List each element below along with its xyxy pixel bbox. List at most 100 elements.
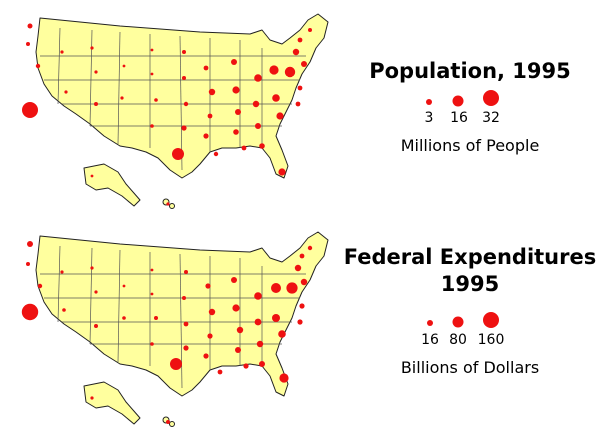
proportional-dot	[183, 345, 189, 351]
population-legend: Population, 1995 3 16 32 Millions of Peo…	[345, 58, 595, 155]
proportional-dot	[90, 396, 94, 400]
proportional-dot	[299, 253, 305, 259]
unit-label: Billions of Dollars	[400, 358, 540, 377]
proportional-dot	[120, 96, 124, 100]
scale-label-medium: 80	[449, 332, 467, 348]
proportional-dot	[272, 94, 280, 102]
proportional-dot	[150, 124, 154, 128]
proportional-dot	[64, 90, 68, 94]
proportional-dot	[150, 48, 154, 52]
proportional-dot	[286, 282, 298, 294]
proportional-dot	[90, 46, 94, 50]
proportional-dot	[231, 277, 237, 283]
proportional-dot	[308, 28, 312, 32]
proportional-dot	[94, 70, 98, 74]
proportional-dot	[232, 304, 240, 312]
expenditures-legend: Federal Expenditures 1995 16 80 160 Bill…	[340, 244, 600, 377]
proportional-dot	[278, 330, 286, 338]
population-dots	[22, 23, 312, 206]
scale-dot-medium	[452, 95, 464, 107]
proportional-dot	[94, 102, 98, 106]
proportional-dot	[94, 324, 98, 328]
proportional-dot	[207, 333, 213, 339]
proportional-dot	[22, 102, 38, 118]
proportional-dot	[243, 363, 249, 369]
proportional-dot	[217, 369, 223, 375]
proportional-dot	[37, 283, 43, 289]
scale-label-large: 160	[477, 332, 505, 348]
size-scale: 3 16 32	[345, 88, 595, 138]
proportional-dot	[27, 241, 33, 247]
proportional-dot	[292, 48, 300, 56]
proportional-dot	[183, 321, 189, 327]
proportional-dot	[154, 316, 158, 320]
proportional-dot	[235, 109, 241, 115]
expenditure-dots	[21, 241, 313, 424]
proportional-dot	[207, 113, 213, 119]
proportional-dot	[213, 151, 219, 157]
proportional-dot	[182, 296, 186, 300]
scale-dot-large	[483, 90, 499, 106]
proportional-dot	[271, 283, 281, 293]
scale-dot-small	[426, 99, 432, 105]
proportional-dot	[60, 270, 64, 274]
proportional-dot	[233, 129, 239, 135]
proportional-dot	[301, 61, 307, 67]
proportional-dot	[122, 284, 126, 288]
proportional-dot	[299, 303, 305, 309]
proportional-dot	[269, 65, 279, 75]
proportional-dot	[183, 101, 189, 107]
proportional-dot	[278, 168, 286, 176]
proportional-dot	[122, 316, 126, 320]
proportional-dot	[279, 373, 289, 383]
proportional-dot	[259, 361, 265, 367]
scale-dot-large	[483, 312, 499, 328]
federal-expenditures-map	[21, 231, 329, 427]
proportional-dot	[150, 72, 154, 76]
proportional-dot	[182, 50, 186, 54]
proportional-dot	[284, 66, 296, 78]
proportional-dot	[203, 65, 209, 71]
proportional-dot	[254, 292, 262, 300]
proportional-dot	[90, 174, 94, 178]
proportional-dot	[35, 63, 41, 69]
population-map	[22, 13, 329, 209]
scale-dot-medium	[452, 316, 464, 328]
proportional-dot	[170, 358, 182, 370]
proportional-dot	[21, 303, 39, 321]
proportional-dot	[150, 292, 154, 296]
proportional-dot	[208, 308, 216, 316]
proportional-dot	[259, 143, 265, 149]
proportional-dot	[295, 101, 301, 107]
proportional-dot	[294, 264, 302, 272]
proportional-dot	[94, 290, 98, 294]
proportional-dot	[241, 145, 247, 151]
legend-title-line-1: Federal Expenditures	[343, 245, 597, 269]
proportional-dot	[203, 353, 209, 359]
proportional-dot	[182, 76, 186, 80]
proportional-dot	[184, 270, 188, 274]
us-outline	[35, 13, 329, 209]
proportional-dot	[256, 340, 264, 348]
proportional-dot	[90, 266, 94, 270]
proportional-dot	[300, 278, 308, 286]
legend-title: Population, 1995	[369, 59, 571, 83]
proportional-dot	[62, 308, 66, 312]
proportional-dot	[166, 420, 170, 424]
proportional-dot	[27, 23, 33, 29]
proportional-dot	[272, 314, 280, 322]
size-scale: 16 80 160	[340, 306, 600, 356]
proportional-dot	[297, 37, 303, 43]
scale-dot-small	[427, 320, 433, 326]
proportional-dot	[172, 148, 184, 160]
proportional-dot	[150, 342, 154, 346]
proportional-dot	[122, 64, 126, 68]
proportional-dot	[60, 50, 64, 54]
proportional-dot	[26, 42, 30, 46]
proportional-dot	[208, 88, 216, 96]
proportional-dot	[307, 245, 313, 251]
proportional-dot	[254, 318, 262, 326]
proportional-dot	[205, 283, 211, 289]
unit-label: Millions of People	[400, 136, 540, 155]
proportional-dot	[276, 112, 284, 120]
